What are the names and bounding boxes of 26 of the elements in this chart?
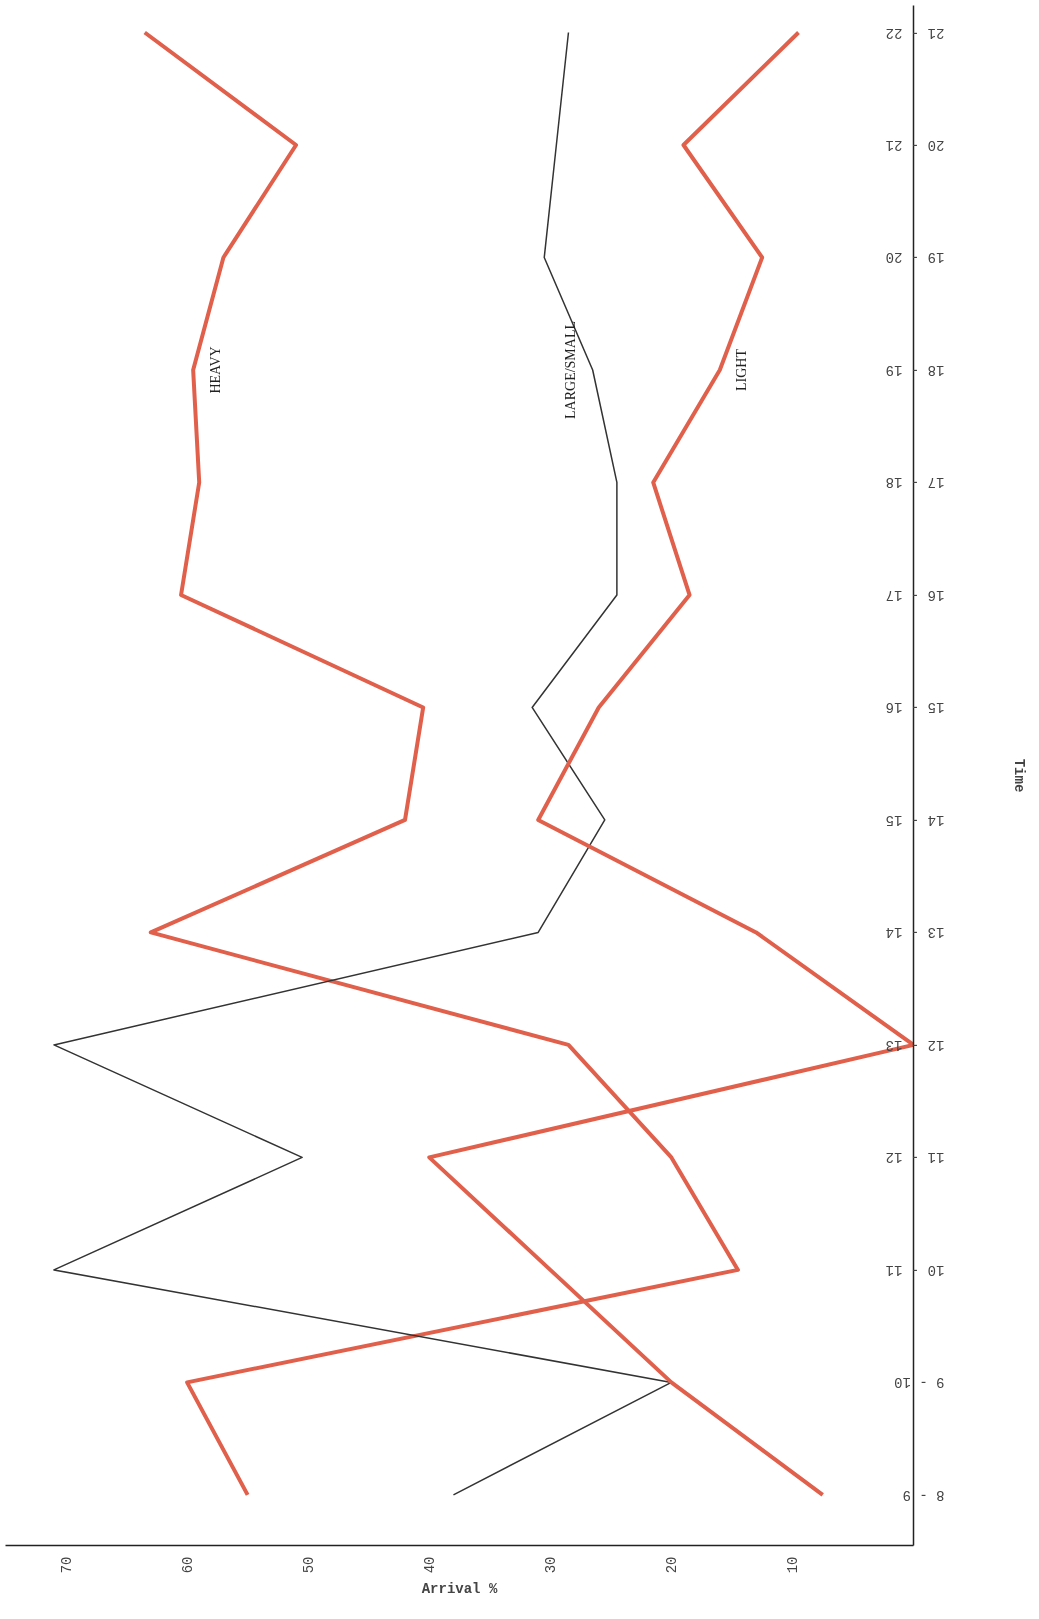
y-tick-label: 19 - 20 — [885, 249, 945, 266]
y-tick-label: 10 - 11 — [885, 1261, 945, 1278]
x-tick-label: 30 — [543, 1556, 560, 1574]
y-tick-label: 18 - 19 — [885, 361, 945, 378]
text: LIGHT — [734, 348, 750, 391]
y-tick-label: 13 - 14 — [885, 924, 945, 941]
y-tick-label: 9 - 10 — [894, 1374, 945, 1391]
x-tick-label: 40 — [422, 1556, 439, 1574]
x-tick-label: 50 — [301, 1556, 318, 1574]
y-axis-title: Time — [1011, 758, 1028, 793]
x-axis-title: Arrival % — [421, 1581, 498, 1598]
x-tick-label: 10 — [785, 1556, 802, 1574]
text: LARGE/SMALL — [563, 320, 579, 419]
y-tick-label: 8 - 9 — [902, 1486, 945, 1503]
x-tick-label: 60 — [180, 1556, 197, 1574]
y-tick-label: 21 - 22 — [885, 24, 945, 41]
y-tick-label: 16 - 17 — [885, 586, 945, 603]
y-tick-label: 15 - 16 — [885, 699, 945, 716]
y-tick-label: 14 - 15 — [885, 811, 945, 828]
y-tick-label: 20 - 21 — [885, 136, 945, 153]
text: HEAVY — [207, 346, 223, 394]
y-tick-label: 17 - 18 — [885, 474, 945, 491]
x-tick-label: 70 — [59, 1556, 76, 1574]
y-tick-label: 12 - 13 — [885, 1036, 945, 1053]
y-tick-label: 11 - 12 — [885, 1149, 945, 1166]
x-tick-label: 20 — [664, 1556, 681, 1574]
